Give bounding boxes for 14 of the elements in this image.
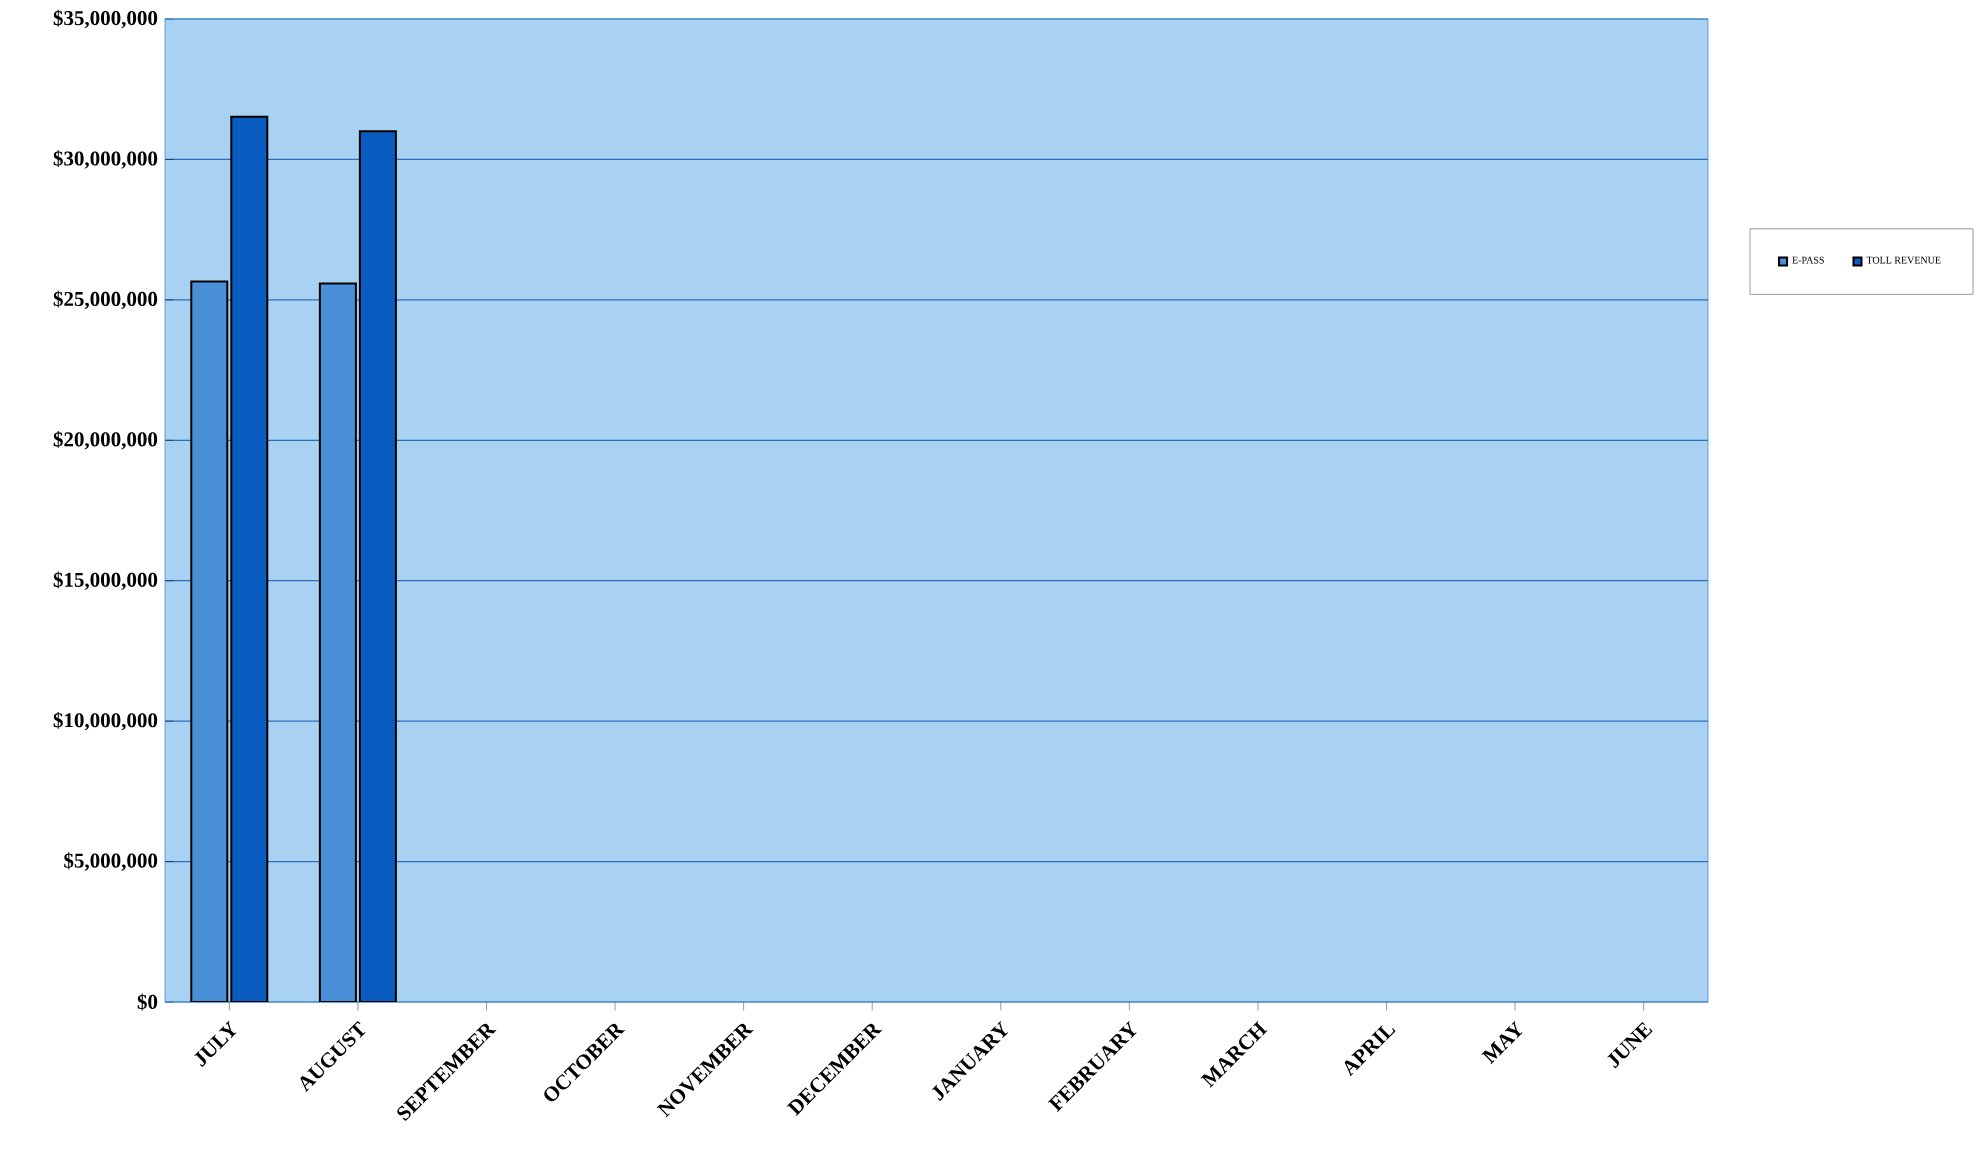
legend-label: E-PASS [1792, 256, 1824, 264]
y-tick-label: $5,000,000 [64, 852, 158, 871]
y-tick-label: $0 [137, 993, 158, 1011]
y-tick-label: $30,000,000 [53, 150, 158, 169]
legend-label: TOLL REVENUE [1866, 256, 1941, 264]
bar [190, 280, 229, 1002]
y-tick-label: $15,000,000 [53, 571, 158, 590]
y-tick-label: $20,000,000 [53, 431, 158, 450]
bar [318, 282, 357, 1002]
y-tick-label: $10,000,000 [53, 711, 158, 731]
y-tick-label: $35,000,000 [53, 9, 158, 29]
y-tick-label: $25,000,000 [53, 290, 158, 310]
bar [358, 130, 397, 1002]
bar [230, 115, 269, 1002]
